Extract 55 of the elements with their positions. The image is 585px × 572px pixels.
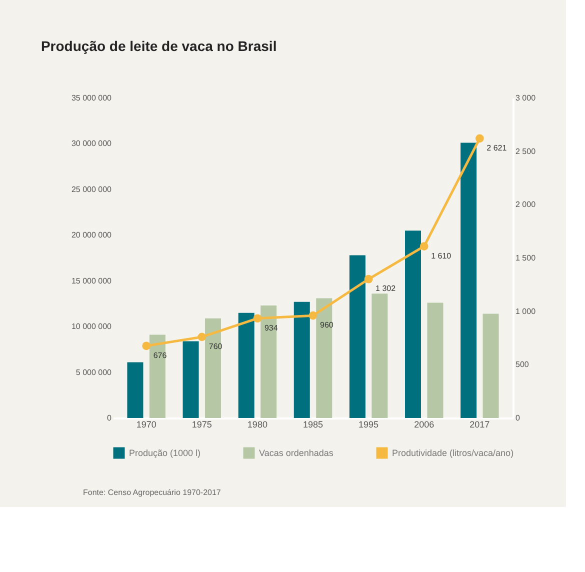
bar [182, 341, 199, 418]
data-label: 760 [208, 342, 223, 351]
data-label: 2 621 [486, 143, 508, 152]
bar [405, 230, 421, 418]
chart-title: Produção de leite de vaca no Brasil [40, 38, 277, 54]
x-tick-label: 1975 [192, 420, 212, 430]
y-tick-label: 35 000 000 [71, 94, 112, 102]
x-tick-label: 2006 [414, 420, 434, 430]
bar [349, 255, 366, 418]
y2-tick-label: 1 500 [516, 254, 536, 262]
y-tick-label: 5 000 000 [76, 368, 112, 377]
y-tick-label: 30 000 000 [71, 139, 112, 148]
y-tick-label: 10 000 000 [71, 322, 112, 332]
bar [316, 298, 332, 418]
y2-tick-label: 3 000 [516, 94, 536, 102]
point [475, 134, 484, 143]
legend-label: Vacas ordenhadas [259, 448, 334, 458]
bar [372, 294, 388, 418]
y2-tick-label: 0 [516, 414, 520, 422]
data-label: 934 [264, 323, 278, 332]
y2-tick-label: 1 000 [516, 306, 536, 316]
bar [460, 142, 477, 418]
bar [238, 312, 254, 418]
y2-tick-label: 500 [516, 360, 530, 370]
point [198, 332, 206, 342]
bar [260, 306, 277, 418]
point [253, 314, 262, 323]
legend-label: Produtividade (litros/vaca/ano) [392, 448, 514, 458]
point [364, 274, 373, 284]
data-label: 1 302 [376, 284, 396, 294]
y-tick-label: 25 000 000 [71, 184, 112, 194]
y-tick-label: 15 000 000 [71, 276, 112, 286]
x-tick-label: 1970 [136, 420, 156, 430]
data-label: 960 [320, 320, 334, 330]
x-tick-label: 1985 [302, 420, 324, 430]
bar [294, 302, 310, 418]
data-label: 676 [153, 350, 168, 360]
y-tick-label: 0 [107, 414, 112, 422]
x-tick-label: 1995 [358, 420, 379, 430]
x-tick-label: 2017 [470, 420, 490, 430]
bar [127, 362, 144, 418]
point [142, 342, 151, 350]
source-note: Fonte: Censo Agropecuário 1970-2017 [83, 488, 222, 497]
bar [427, 302, 444, 418]
y2-tick-label: 2 500 [516, 146, 536, 156]
y2-tick-label: 2 000 [516, 200, 536, 210]
x-tick-label: 1980 [247, 420, 268, 430]
legend-label: Produção (1000 l) [129, 448, 201, 458]
bar [205, 318, 221, 418]
data-label: 1 610 [431, 251, 452, 260]
bar [482, 314, 499, 418]
point [420, 242, 428, 250]
y-tick-label: 20 000 000 [71, 230, 112, 240]
point [308, 311, 318, 320]
bar [149, 334, 166, 418]
